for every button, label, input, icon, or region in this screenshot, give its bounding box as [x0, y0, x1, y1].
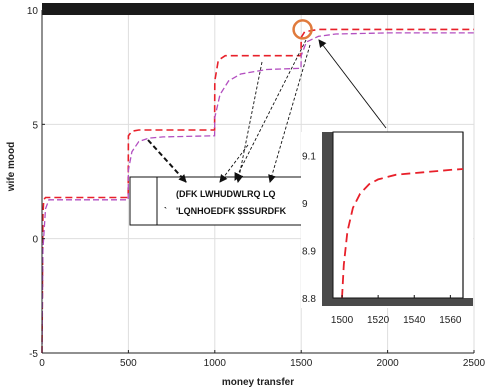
y-axis-label: wife mood	[6, 142, 17, 192]
x-axis-label: money transfer	[222, 377, 294, 388]
inset-plot-area	[341, 168, 464, 299]
y-tick-label: 5	[32, 120, 38, 131]
annotation-arrow	[147, 139, 187, 183]
inset-x-tick-label: 1500	[331, 315, 354, 326]
y-tick-label: 0	[32, 235, 38, 246]
annotation-arrow	[219, 144, 249, 183]
annotation-arrow	[268, 44, 311, 183]
y-tick-label: 10	[27, 6, 39, 17]
inset-y-tick-label: 9.1	[302, 152, 316, 163]
x-tick-label: 1500	[290, 358, 313, 369]
inset-frame-bottom-bar	[322, 298, 473, 306]
annotation-marker: `	[164, 206, 167, 216]
inset-series-line-1	[341, 168, 464, 299]
inset-y-tick-label: 8.8	[302, 294, 316, 305]
x-tick-label: 0	[39, 358, 45, 369]
inset-x-tick-label: 1560	[439, 315, 462, 326]
x-tick-label: 2500	[463, 358, 486, 369]
annotation-arrow	[234, 39, 307, 181]
x-tick-label: 1000	[204, 358, 227, 369]
annotation-line-2: 'LQNHOEDFK $SSURDFK	[176, 206, 287, 216]
annotation-box	[129, 176, 303, 226]
inset-y-tick-label: 9	[302, 199, 308, 210]
annotation-line-1: (DFK LWHUDWLRQ LQ	[176, 189, 275, 199]
inset-axes: 1500 1520 1540 1560 8.8 8.9 9 9.1	[302, 152, 462, 326]
main-plot-area	[41, 28, 474, 354]
annotation-layer: (DFK LWHUDWLRQ LQ 'LQNHOEDFK $SSURDFK `	[129, 176, 303, 226]
y-tick-label: -5	[29, 349, 38, 360]
inset-y-tick-label: 8.9	[302, 247, 316, 258]
annotation-arrow	[235, 61, 263, 183]
inset-pointer-arrow	[318, 39, 387, 129]
annotation-arrows	[147, 39, 387, 183]
plot-top-band	[42, 3, 474, 15]
zoom-highlight-circle	[292, 19, 313, 40]
inset-x-tick-label: 1540	[403, 315, 426, 326]
series-line-2	[41, 32, 474, 354]
inset-zoom-panel: 1500 1520 1540 1560 8.8 8.9 9 9.1	[301, 131, 473, 326]
x-tick-label: 500	[120, 358, 137, 369]
inset-frame-left-bar	[322, 132, 333, 306]
inset-x-tick-label: 1520	[367, 315, 390, 326]
x-tick-label: 2000	[376, 358, 399, 369]
